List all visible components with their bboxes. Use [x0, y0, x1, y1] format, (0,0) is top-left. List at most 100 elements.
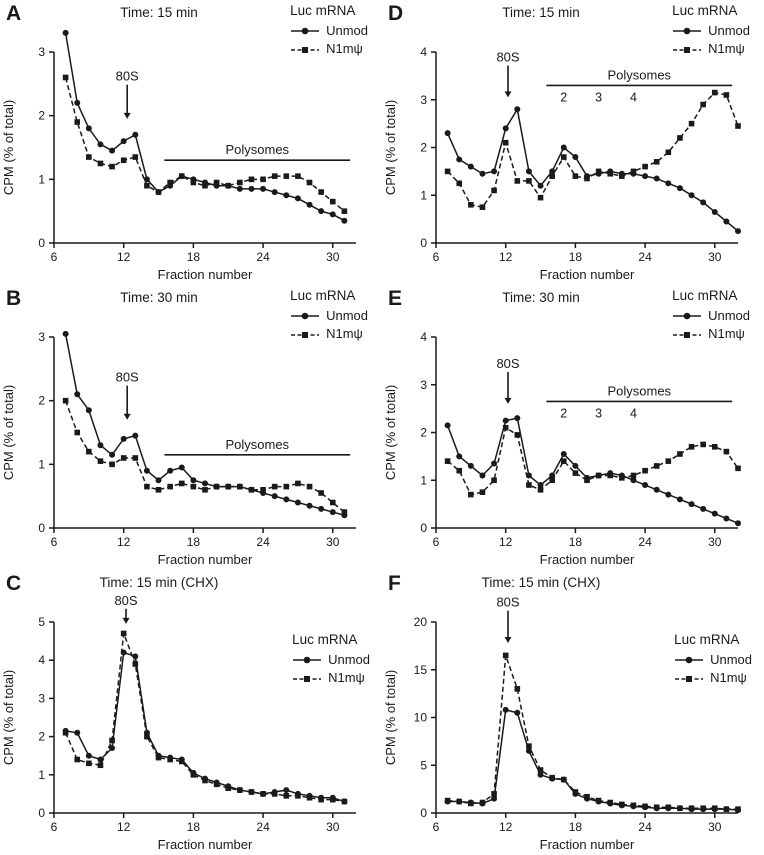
- legend-title: Luc mRNA: [290, 288, 356, 303]
- svg-text:10: 10: [414, 711, 428, 725]
- svg-text:5: 5: [420, 758, 427, 772]
- legend-label: N1mψ: [710, 670, 747, 686]
- legend-label: N1mψ: [326, 326, 363, 342]
- svg-text:4: 4: [38, 653, 45, 667]
- svg-text:80S: 80S: [114, 593, 137, 608]
- series-unmod: [444, 106, 741, 235]
- series-n1mpsi: [62, 74, 348, 214]
- polysomes-bracket: Polysomes: [164, 142, 351, 162]
- svg-text:Polysomes: Polysomes: [225, 142, 289, 157]
- svg-text:4: 4: [630, 90, 637, 104]
- x-axis-label: Fraction number: [158, 837, 253, 852]
- unmod-line-marker-icon: [673, 27, 702, 35]
- legend-entry-n1mpsi: N1mψ: [292, 671, 370, 686]
- polysomes-bracket: Polysomes 2 3 4: [546, 67, 733, 104]
- svg-text:80S: 80S: [496, 595, 519, 610]
- svg-text:80S: 80S: [116, 69, 139, 84]
- svg-text:3: 3: [595, 90, 602, 104]
- svg-text:1: 1: [420, 188, 427, 202]
- panel-label: F: [388, 572, 401, 595]
- svg-text:15: 15: [414, 663, 428, 677]
- unmod-line-marker-icon: [673, 312, 702, 320]
- svg-text:30: 30: [708, 250, 722, 264]
- panel-F: 6 12 18 24 30 0 5 10 15 20 Fraction number CPM (% o…: [382, 570, 764, 855]
- axes: [49, 51, 356, 248]
- series-n1mpsi: [62, 397, 348, 515]
- legend-label: Unmod: [710, 651, 752, 667]
- svg-text:24: 24: [638, 535, 652, 549]
- legend: Luc mRNA Unmod N1mψ: [672, 3, 750, 61]
- svg-text:12: 12: [117, 250, 131, 264]
- axes: [431, 621, 738, 818]
- series-n1mpsi: [62, 630, 348, 805]
- unmod-line-marker-icon: [291, 312, 320, 320]
- svg-text:0: 0: [420, 521, 427, 535]
- axes: [431, 51, 738, 248]
- panel-label: B: [6, 287, 22, 310]
- panel-B: 6 12 18 24 30 0 1 2 3 Fraction number CPM (% of to…: [0, 285, 382, 570]
- chart-F: 6 12 18 24 30 0 5 10 15 20 Fraction number CPM (% o…: [383, 595, 741, 852]
- svg-text:2: 2: [420, 141, 427, 155]
- svg-text:2: 2: [38, 109, 45, 123]
- svg-text:20: 20: [414, 615, 428, 629]
- legend-entry-n1mpsi: N1mψ: [674, 671, 752, 686]
- x-axis-label: Fraction number: [540, 552, 635, 567]
- legend-label: N1mψ: [708, 41, 745, 57]
- svg-text:4: 4: [630, 406, 637, 420]
- svg-text:12: 12: [499, 535, 513, 549]
- svg-text:6: 6: [51, 820, 58, 834]
- legend-label: Unmod: [328, 651, 370, 667]
- legend-label: Unmod: [708, 22, 750, 38]
- chart-title: Time: 15 min (CHX): [99, 575, 219, 590]
- svg-text:4: 4: [420, 330, 427, 344]
- unmod-line-marker-icon: [291, 27, 320, 35]
- legend-label: Unmod: [326, 22, 368, 38]
- series-n1mpsi: [444, 89, 741, 210]
- x-axis-label: Fraction number: [158, 552, 253, 567]
- y-axis-label: CPM (% of total): [1, 385, 16, 480]
- legend-label: N1mψ: [708, 326, 745, 342]
- svg-text:18: 18: [187, 820, 201, 834]
- y-axis-label: CPM (% of total): [383, 100, 398, 195]
- chart-title: Time: 30 min: [502, 290, 580, 305]
- svg-text:80S: 80S: [496, 50, 519, 65]
- svg-text:2: 2: [420, 426, 427, 440]
- panel-C: 6 12 18 24 30 0 1 2 3 4 5 Fraction number CPM (% of …: [0, 570, 382, 855]
- svg-text:0: 0: [420, 236, 427, 250]
- svg-text:12: 12: [499, 820, 513, 834]
- svg-text:18: 18: [569, 250, 583, 264]
- panel-label: C: [6, 572, 22, 595]
- svg-text:80S: 80S: [116, 370, 139, 385]
- y-axis-label: CPM (% of total): [1, 670, 16, 765]
- arrow-80s: 80S: [114, 593, 138, 624]
- svg-text:6: 6: [51, 250, 58, 264]
- svg-text:80S: 80S: [496, 356, 519, 371]
- n1mpsi-line-marker-icon: [293, 675, 322, 682]
- svg-text:2: 2: [560, 406, 567, 420]
- svg-text:12: 12: [117, 820, 131, 834]
- chart-title: Time: 15 min (CHX): [481, 575, 601, 590]
- svg-text:18: 18: [187, 535, 201, 549]
- svg-text:0: 0: [38, 236, 45, 250]
- panel-A: 6 12 18 24 30 0 1 2 3 Fraction number CPM (% of to…: [0, 0, 382, 285]
- svg-text:3: 3: [420, 378, 427, 392]
- svg-text:18: 18: [569, 820, 583, 834]
- svg-text:24: 24: [638, 250, 652, 264]
- legend-label: Unmod: [708, 307, 750, 323]
- axes: [49, 621, 356, 818]
- legend: Luc mRNA Unmod N1mψ: [672, 288, 750, 346]
- svg-text:2: 2: [38, 730, 45, 744]
- n1mpsi-line-marker-icon: [673, 46, 702, 53]
- polysomes-bracket: Polysomes: [164, 437, 351, 456]
- legend-label: Unmod: [326, 307, 368, 323]
- svg-text:12: 12: [117, 535, 131, 549]
- svg-text:30: 30: [326, 820, 340, 834]
